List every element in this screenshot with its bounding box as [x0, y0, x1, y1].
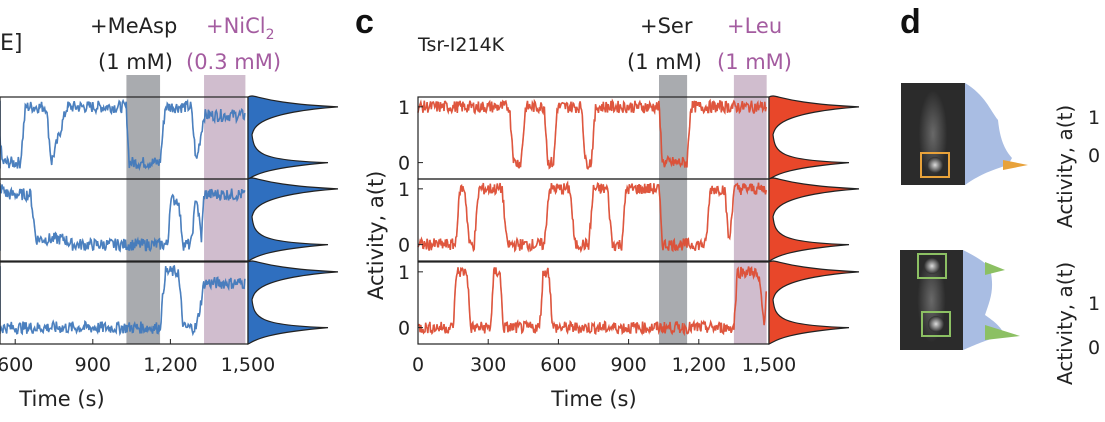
trace-cell-1	[0, 98, 246, 172]
activity-distribution	[768, 177, 860, 262]
stimulus-leu-label: +Leu	[727, 14, 782, 38]
x-tick-label: 1,500	[742, 354, 796, 376]
y-tick-label: 1	[1088, 107, 1100, 129]
x-tick-label: 1,200	[672, 354, 726, 376]
stimulus-2-conc: (0.3 mM)	[186, 50, 281, 74]
trace-cell-1	[417, 98, 767, 171]
roi-peak	[1003, 160, 1028, 170]
y-tick-label: 1	[1088, 293, 1100, 315]
x-tick-label: 0	[412, 354, 424, 376]
panel-c-ylabel: Activity, a(t)	[364, 171, 388, 300]
cell-glow	[918, 91, 948, 177]
roi-peak	[985, 262, 1005, 275]
stimulus-2-subscript: 2	[266, 27, 275, 43]
y-tick-label: 0	[398, 318, 410, 340]
panel-d-letter: d	[900, 3, 921, 41]
x-tick-label: 300	[470, 354, 506, 376]
panel-d-schematic: Activity, a(t) 1 0 Activity, a(t) 1 0	[900, 83, 1100, 385]
roi-box	[921, 311, 951, 337]
stimulus-shade	[659, 75, 688, 344]
panel-b-plot: 600 900 1,200 1,500 Time (s)	[0, 75, 339, 411]
roi-peak	[985, 325, 1020, 340]
intensity-profile	[963, 250, 1005, 350]
x-axis-label: Time (s)	[18, 387, 104, 411]
panel-c-title: Tsr-I214K	[417, 34, 505, 56]
y-tick-label: 1	[398, 97, 410, 119]
panel-d-ylabel: Activity, a(t)	[1053, 262, 1077, 385]
x-axis-label: Time (s)	[550, 387, 636, 411]
trace-cell-2	[0, 183, 246, 253]
activity-distribution	[768, 95, 860, 180]
activity-distribution	[247, 260, 339, 345]
activity-distribution	[768, 260, 860, 345]
x-tick-label: 1,200	[143, 354, 197, 376]
panel-d-ylabel: Activity, a(t)	[1053, 105, 1077, 228]
trace-cell-3	[0, 264, 246, 337]
stimulus-2-label: +NiCl2	[206, 14, 275, 43]
x-tick-label: 1,500	[221, 354, 275, 376]
fluorescent-spot	[927, 157, 943, 173]
stimulus-1-label: +MeAsp	[90, 14, 177, 38]
y-tick-label: 0	[398, 153, 410, 175]
stimulus-ser-conc: (1 mM)	[627, 50, 702, 74]
fluorescent-spot	[928, 316, 944, 332]
y-tick-label: 1	[398, 262, 410, 284]
y-tick-label: 0	[398, 235, 410, 257]
roi-box	[917, 253, 947, 279]
activity-distribution	[247, 95, 339, 180]
stimulus-ser-label: +Ser	[640, 14, 693, 38]
panel-b-title-fragment: E]	[0, 31, 22, 56]
activity-distribution	[247, 177, 339, 262]
x-tick-label: 900	[610, 354, 646, 376]
x-tick-label: 600	[0, 354, 33, 376]
stimulus-2-name: +NiCl	[206, 14, 266, 38]
y-tick-label: 1	[398, 179, 410, 201]
intensity-profile	[965, 83, 1012, 185]
fluorescent-spot	[924, 258, 940, 274]
y-tick-label: 0	[1088, 337, 1100, 359]
trace-cell-2	[417, 180, 767, 254]
trace-cell-3	[417, 266, 767, 337]
x-tick-label: 900	[75, 354, 111, 376]
stimulus-shade	[126, 75, 161, 344]
x-tick-label: 600	[540, 354, 576, 376]
roi-box	[920, 152, 950, 178]
panel-c-letter: c	[355, 3, 374, 41]
stimulus-leu-conc: (1 mM)	[717, 50, 792, 74]
stimulus-1-conc: (1 mM)	[98, 50, 173, 74]
y-tick-label: 0	[1088, 145, 1100, 167]
